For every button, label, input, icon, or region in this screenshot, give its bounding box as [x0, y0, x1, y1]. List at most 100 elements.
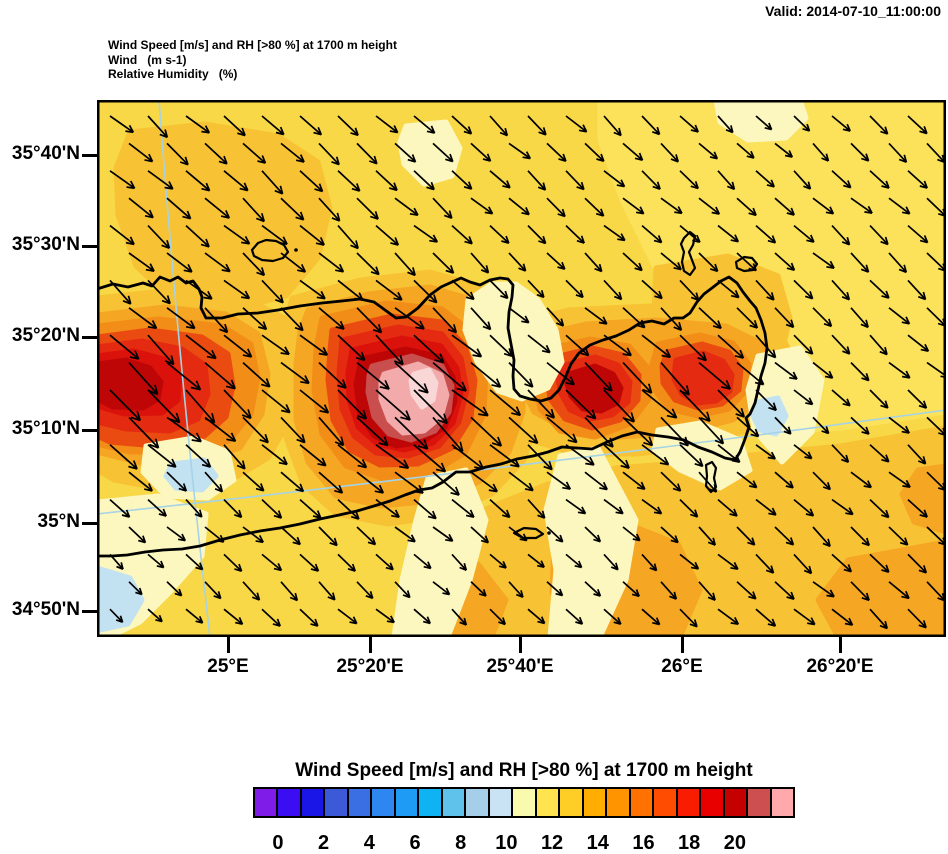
wind-arrow	[166, 252, 193, 273]
wind-arrow	[147, 279, 171, 305]
wind-arrow	[204, 252, 231, 273]
wind-arrow	[812, 142, 830, 162]
wind-arrow	[736, 307, 759, 329]
wind-arrow	[109, 115, 135, 134]
wind-arrow	[451, 498, 475, 519]
colorbar-tick-10: 10	[495, 832, 518, 854]
wind-arrow	[850, 362, 870, 382]
colorbar-cell-18	[677, 789, 702, 816]
colorbar-cell-2	[301, 789, 326, 816]
lat-tick-mark	[82, 610, 97, 613]
wind-arrow	[622, 197, 645, 215]
wind-arrow	[128, 416, 160, 449]
wind-arrow	[736, 526, 756, 546]
wind-arrow	[812, 581, 835, 598]
wind-arrow	[185, 279, 213, 300]
wind-arrow	[451, 608, 468, 626]
wind-arrow	[451, 334, 483, 358]
wind-arrow	[698, 361, 732, 390]
colorbar-cell-15	[607, 789, 631, 816]
wind-arrow	[166, 307, 196, 330]
wind-arrow	[622, 526, 641, 542]
wind-arrow	[850, 416, 870, 435]
wind-arrow	[850, 581, 870, 602]
wind-arrow	[375, 224, 400, 246]
wind-arrow	[717, 498, 738, 517]
wind-arrow	[850, 307, 869, 329]
wind-arrow	[261, 444, 288, 466]
lat-tick-mark	[82, 336, 97, 339]
wind-arrow	[812, 471, 832, 491]
lat-tick-mark	[82, 429, 97, 432]
wind-arrow	[489, 170, 511, 189]
wind-arrow	[774, 416, 792, 435]
wind-arrow	[755, 170, 775, 188]
valid-timestamp: Valid: 2014-07-10_11:00:00	[765, 3, 941, 19]
wind-arrow	[660, 526, 679, 544]
wind-arrow	[603, 334, 632, 357]
lon-tick-mark	[681, 637, 684, 653]
wind-arrow	[337, 498, 360, 520]
colorbar-cell-13	[560, 789, 584, 816]
wind-arrow	[185, 115, 211, 134]
wind-arrow	[717, 444, 741, 464]
colorbar-cell-8	[442, 789, 467, 816]
wind-arrows	[109, 115, 946, 630]
wind-arrow	[413, 389, 449, 425]
wind-arrow	[641, 224, 663, 244]
wind-arrow	[413, 334, 445, 364]
crete-coastline	[97, 275, 769, 558]
wind-arrow	[679, 498, 699, 518]
wind-arrow	[109, 498, 131, 518]
wind-arrow	[223, 553, 243, 573]
wind-arrow	[565, 389, 597, 420]
lon-tick-label: 25°E	[207, 656, 249, 677]
wind-arrow	[755, 389, 778, 412]
wind-arrow	[166, 197, 192, 220]
wind-arrow	[299, 279, 326, 300]
wind-arrow	[470, 307, 492, 331]
wind-arrow	[280, 581, 299, 602]
wind-arrow	[546, 526, 564, 543]
wind-arrow	[565, 444, 595, 466]
wind-arrow	[641, 334, 672, 359]
wind-arrow	[489, 279, 509, 300]
wind-arrow	[850, 471, 872, 489]
wind-arrow	[736, 581, 757, 600]
wind-arrow	[793, 444, 813, 460]
wind-arrow	[584, 471, 608, 491]
wind-arrow	[869, 225, 889, 246]
wind-arrow	[432, 526, 454, 542]
contour-streak-a-cream	[391, 467, 489, 637]
wind-arrow	[622, 471, 646, 491]
wind-arrow	[375, 279, 403, 301]
map-border	[97, 100, 946, 637]
wind-arrow	[242, 581, 261, 601]
colorbar-cell-16	[630, 789, 655, 816]
wind-arrow	[755, 553, 775, 574]
wind-arrow	[280, 197, 305, 221]
wind-arrow	[679, 334, 708, 362]
wind-arrow	[812, 197, 835, 215]
wind-arrow	[831, 608, 854, 626]
colorbar-tick-2: 2	[318, 832, 330, 854]
wind-arrow	[413, 279, 438, 304]
lat-tick-label: 35°N	[37, 511, 80, 532]
colorbar-cell-21	[748, 789, 772, 816]
wind-arrow	[660, 471, 682, 492]
wind-arrow	[204, 307, 229, 334]
wind-arrow	[413, 553, 432, 570]
islet-dot	[294, 248, 298, 252]
wind-arrow	[242, 307, 268, 331]
wind-arrow	[337, 225, 359, 250]
wind-arrow	[831, 444, 850, 463]
wind-arrow	[432, 471, 460, 496]
wind-arrow	[888, 581, 910, 600]
wind-arrow	[546, 197, 566, 218]
lon-tick-mark	[839, 637, 842, 653]
wind-arrow	[717, 224, 740, 243]
wind-arrow	[375, 334, 404, 366]
wind-arrow	[451, 115, 473, 135]
wind-arrow	[869, 498, 890, 519]
wind-arrow	[489, 115, 509, 137]
